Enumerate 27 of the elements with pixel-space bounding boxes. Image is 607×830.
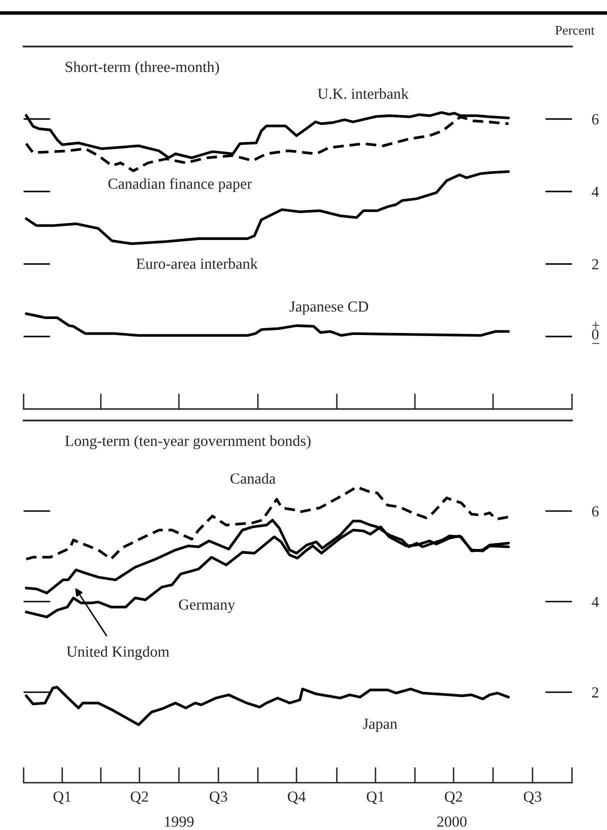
x2-tick-label: 1999 xyxy=(165,816,194,827)
x-tick-label: Q1 xyxy=(366,792,384,804)
text: Long-term (ten-year government bonds) xyxy=(65,435,311,450)
x-tick-label: Q3 xyxy=(524,792,542,804)
y-tick-label: 4 xyxy=(592,596,599,607)
annotation: United Kingdom xyxy=(66,646,170,660)
annotation: Japanese CD xyxy=(290,301,368,315)
text: Short-term (three-month) xyxy=(66,61,219,76)
x-tick-label: Q2 xyxy=(444,792,462,804)
y-tick-label: 6 xyxy=(592,114,599,124)
x-tick-label: Q3 xyxy=(210,792,228,804)
y-tick-label: 2 xyxy=(592,259,598,270)
x-tick-label: Q4 xyxy=(288,792,306,804)
annotation: Euro-area interbank xyxy=(136,258,258,269)
annotation: Canadian finance paper xyxy=(108,178,252,192)
y-tick-label: 4 xyxy=(592,186,599,197)
y-tick-label: 6 xyxy=(592,506,599,516)
x-tick-label: Q2 xyxy=(130,792,148,804)
y-tick-label: 2 xyxy=(592,687,598,698)
annotation: U.K. interbank xyxy=(318,88,409,99)
y-axis-title: Percent xyxy=(555,26,595,35)
annotation: Japan xyxy=(362,718,398,732)
x-tick-label: Q1 xyxy=(54,792,71,804)
annotation: Canada xyxy=(230,472,276,484)
y-tick-label: + 0 − xyxy=(592,322,600,344)
x2-tick-label: 2000 xyxy=(437,816,467,827)
annotation: Germany xyxy=(178,599,236,613)
